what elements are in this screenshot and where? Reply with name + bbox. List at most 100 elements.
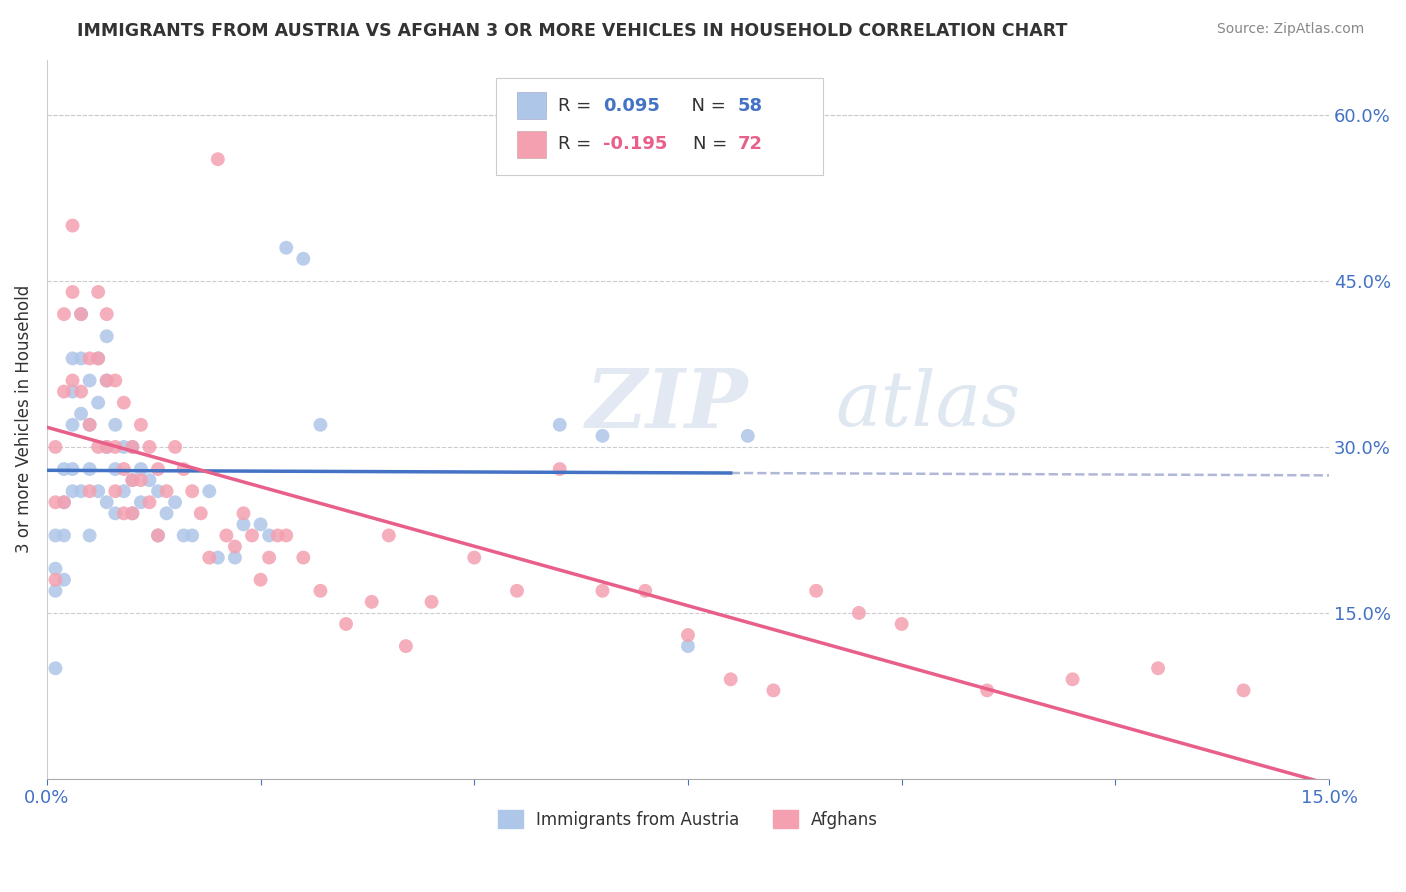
Point [198, 484, 221, 499]
Point [112, 506, 135, 520]
Point [1147, 661, 1170, 675]
Point [70, 407, 93, 421]
Y-axis label: 3 or more Vehicles in Household: 3 or more Vehicles in Household [15, 285, 32, 553]
Point [96, 374, 118, 388]
Point [463, 550, 485, 565]
Point [44, 573, 66, 587]
Text: ZIP: ZIP [585, 365, 748, 445]
Point [44, 562, 66, 576]
Point [548, 462, 571, 476]
Point [44, 661, 66, 675]
Point [121, 506, 143, 520]
Point [70, 307, 93, 321]
Point [138, 495, 160, 509]
Text: IMMIGRANTS FROM AUSTRIA VS AFGHAN 3 OR MORE VEHICLES IN HOUSEHOLD CORRELATION CH: IMMIGRANTS FROM AUSTRIA VS AFGHAN 3 OR M… [77, 22, 1067, 40]
Point [720, 673, 742, 687]
Point [62, 417, 84, 432]
Point [232, 506, 254, 520]
Legend: Immigrants from Austria, Afghans: Immigrants from Austria, Afghans [491, 804, 884, 835]
Point [309, 417, 332, 432]
Point [96, 495, 118, 509]
Point [62, 484, 84, 499]
Point [96, 440, 118, 454]
Point [276, 241, 298, 255]
Point [146, 462, 169, 476]
Point [53, 495, 76, 509]
Point [87, 351, 110, 366]
Point [420, 595, 443, 609]
Point [224, 550, 246, 565]
Text: 0.095: 0.095 [603, 96, 661, 115]
Point [129, 473, 152, 487]
Text: R =: R = [558, 96, 598, 115]
Point [79, 351, 101, 366]
Point [96, 374, 118, 388]
Point [44, 583, 66, 598]
Point [762, 683, 785, 698]
Bar [517, 92, 546, 120]
Point [129, 417, 152, 432]
Point [292, 550, 315, 565]
Point [276, 528, 298, 542]
Point [87, 285, 110, 299]
Point [87, 484, 110, 499]
Point [87, 395, 110, 409]
Point [976, 683, 998, 698]
Point [104, 440, 127, 454]
Point [848, 606, 870, 620]
Point [96, 307, 118, 321]
Point [309, 583, 332, 598]
Point [224, 540, 246, 554]
Point [165, 440, 187, 454]
Point [146, 484, 169, 499]
Point [592, 429, 614, 443]
Point [181, 528, 204, 542]
Point [215, 528, 238, 542]
Point [634, 583, 657, 598]
Point [53, 573, 76, 587]
Point [104, 506, 127, 520]
Point [249, 517, 271, 532]
Point [70, 307, 93, 321]
Point [104, 374, 127, 388]
Text: N =: N = [693, 136, 733, 153]
Point [207, 550, 229, 565]
Point [257, 528, 280, 542]
Point [44, 495, 66, 509]
Point [53, 528, 76, 542]
Point [155, 506, 177, 520]
Text: N =: N = [681, 96, 731, 115]
FancyBboxPatch shape [496, 78, 823, 175]
Point [79, 417, 101, 432]
Point [96, 329, 118, 343]
Point [335, 617, 357, 632]
Point [53, 495, 76, 509]
Point [62, 219, 84, 233]
Point [146, 528, 169, 542]
Point [155, 484, 177, 499]
Text: 72: 72 [738, 136, 763, 153]
Point [257, 550, 280, 565]
Point [79, 374, 101, 388]
Point [112, 440, 135, 454]
Point [112, 395, 135, 409]
Point [112, 484, 135, 499]
Text: atlas: atlas [835, 368, 1021, 442]
Point [146, 528, 169, 542]
Point [62, 462, 84, 476]
Point [198, 550, 221, 565]
Point [70, 484, 93, 499]
Point [266, 528, 288, 542]
Point [79, 417, 101, 432]
Point [96, 440, 118, 454]
Point [104, 417, 127, 432]
Point [121, 440, 143, 454]
Point [79, 528, 101, 542]
Point [62, 285, 84, 299]
Point [53, 384, 76, 399]
Point [1232, 683, 1254, 698]
Point [1062, 673, 1084, 687]
Point [70, 384, 93, 399]
Point [240, 528, 263, 542]
Point [173, 462, 195, 476]
